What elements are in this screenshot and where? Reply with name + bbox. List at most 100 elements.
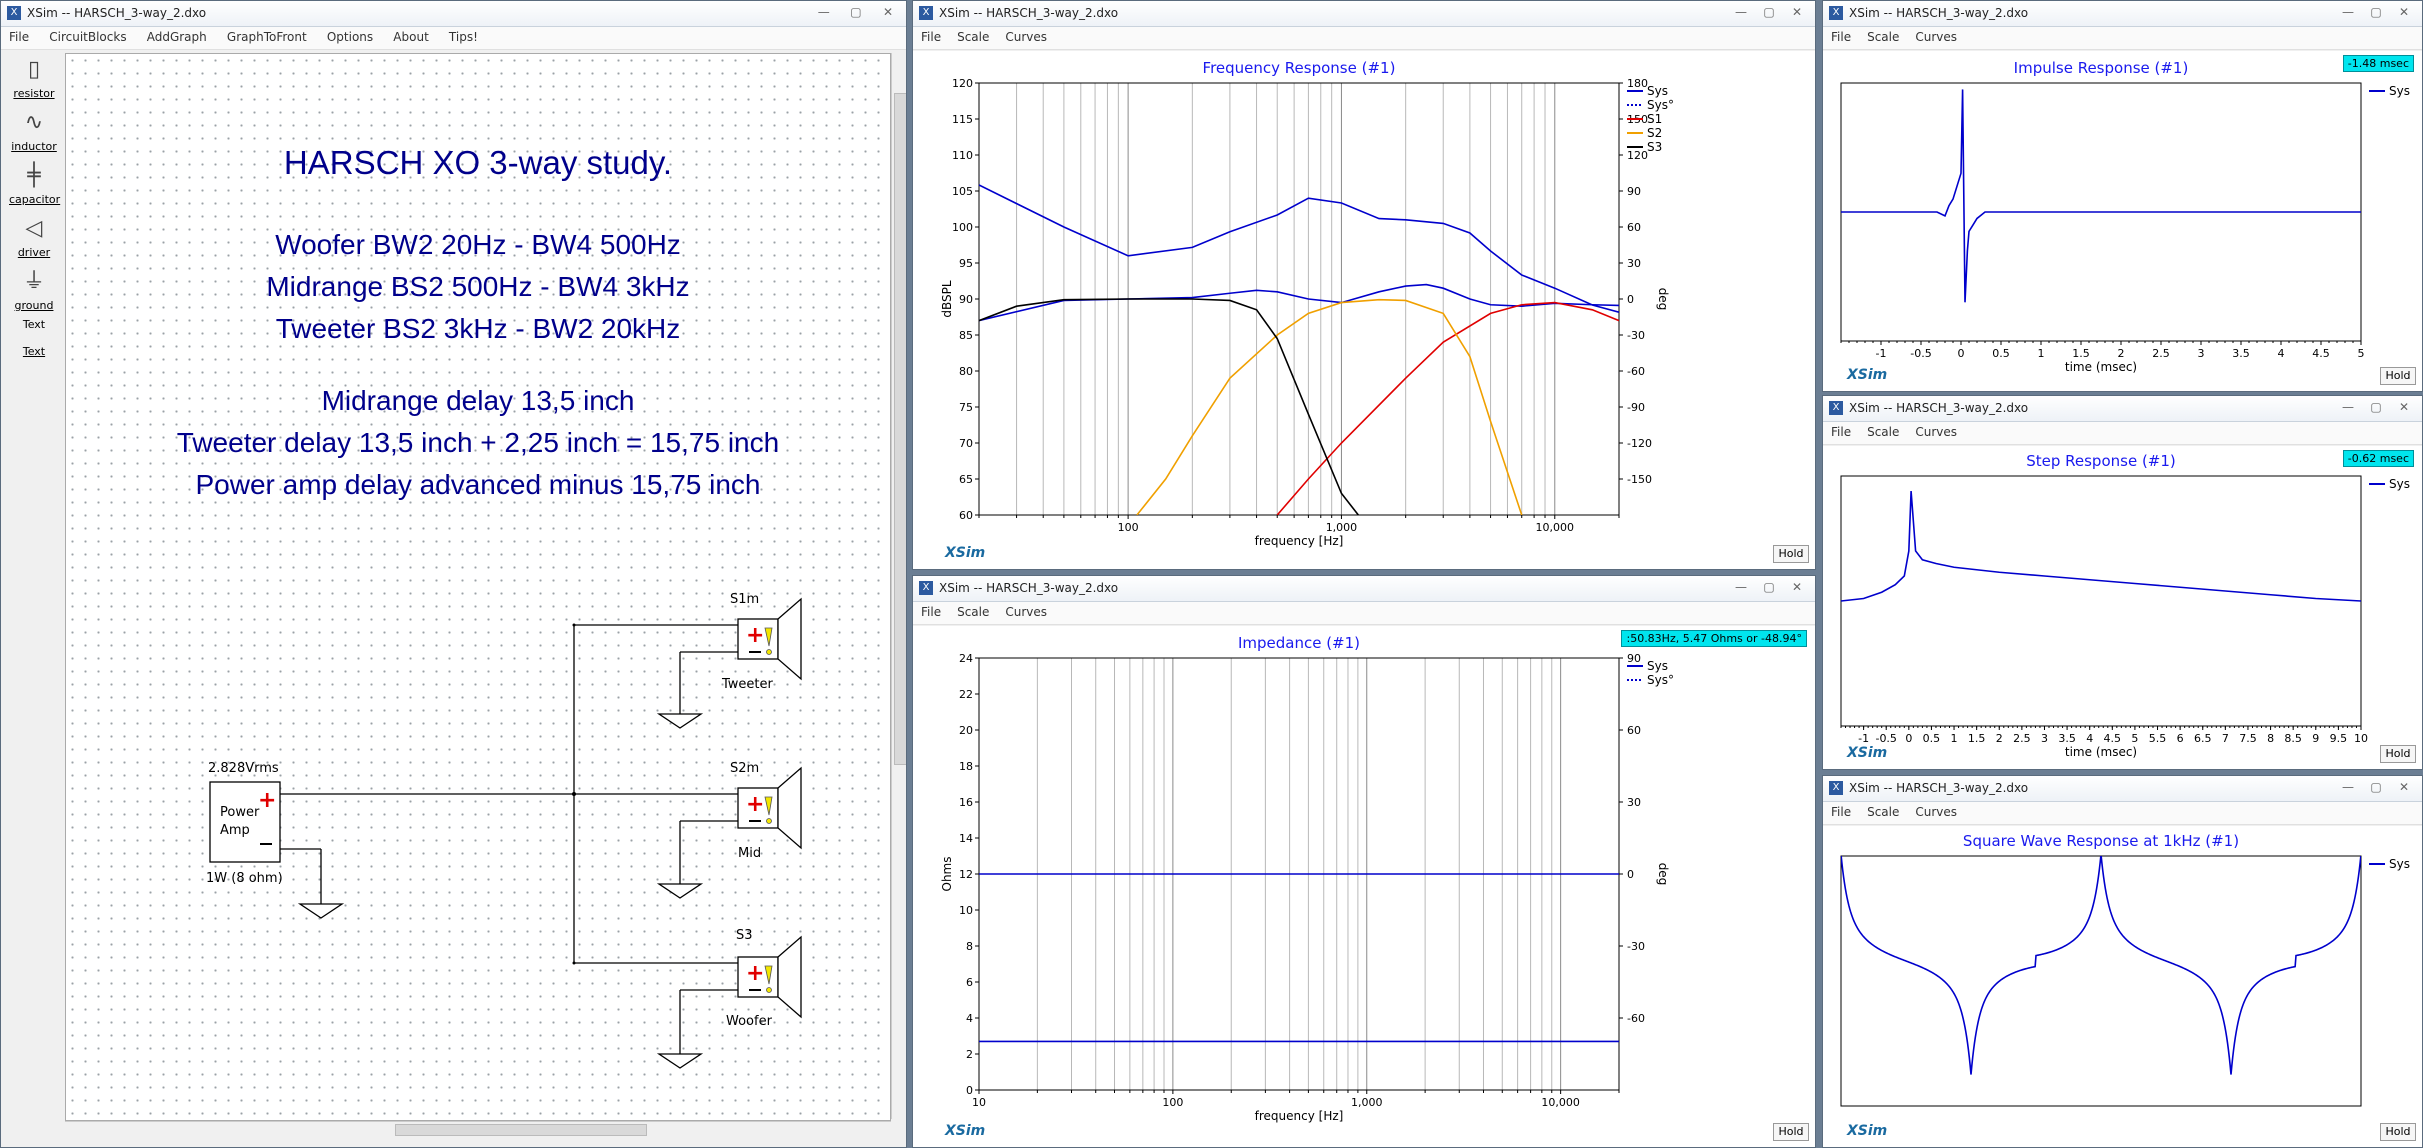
- palette-inductor[interactable]: ∿ inductor: [9, 106, 59, 153]
- palette-resistor[interactable]: ▯ resistor: [9, 53, 59, 100]
- impedance-titlebar[interactable]: X XSim -- HARSCH_3-way_2.dxo — ▢ ✕: [913, 576, 1815, 602]
- freq-hold-button[interactable]: Hold: [1773, 545, 1809, 563]
- impedance-ytick-label: 8: [966, 940, 973, 953]
- freq-y2tick-label: 0: [1627, 293, 1634, 306]
- palette-capacitor[interactable]: ╪ capacitor: [9, 159, 60, 206]
- freq-title: XSim -- HARSCH_3-way_2.dxo: [939, 6, 1119, 20]
- impedance-readout: :50.83Hz, 5.47 Ohms or -48.94°: [1621, 630, 1807, 647]
- step-xtick-label: 6: [2177, 732, 2184, 745]
- impedance-hold-button[interactable]: Hold: [1773, 1123, 1809, 1141]
- freq-graph[interactable]: Frequency Response (#1) 60 65 70 75 80 85 90 95 1…: [913, 51, 1815, 569]
- menu-scale[interactable]: Scale: [957, 30, 990, 44]
- menu-scale[interactable]: Scale: [1867, 425, 1900, 439]
- impedance-ytick-label: 24: [959, 652, 973, 665]
- svg-text:+: +: [746, 623, 764, 648]
- maximize-button[interactable]: ▢: [1763, 5, 1775, 19]
- amp-voltage-label: 2.828Vrms: [208, 761, 279, 776]
- menu-about[interactable]: About: [393, 30, 429, 44]
- step-xtick-label: 6.5: [2194, 732, 2212, 745]
- menu-curves[interactable]: Curves: [1915, 30, 1958, 44]
- maximize-button[interactable]: ▢: [2370, 400, 2382, 414]
- menu-file[interactable]: File: [1831, 805, 1852, 819]
- menu-file[interactable]: File: [1831, 30, 1852, 44]
- impulse-graph[interactable]: Impulse Response (#1) -1 -0.5 0 0.5 1 1.5 2 2.5 3…: [1823, 51, 2422, 391]
- menu-curves[interactable]: Curves: [1005, 30, 1048, 44]
- close-button[interactable]: ✕: [2398, 400, 2410, 414]
- menu-file[interactable]: File: [921, 30, 942, 44]
- close-button[interactable]: ✕: [1791, 580, 1803, 594]
- impulse-brand: XSim: [1846, 367, 1887, 383]
- schematic: + + + +: [206, 592, 802, 1069]
- power-amp-delay-text: Power amp delay advanced minus 15,75 inc…: [195, 469, 761, 500]
- menu-addgraph[interactable]: AddGraph: [146, 30, 207, 44]
- menu-graphtofront[interactable]: GraphToFront: [226, 30, 307, 44]
- menu-tips[interactable]: Tips!: [448, 30, 478, 44]
- minimize-button[interactable]: —: [1735, 5, 1747, 19]
- minimize-button[interactable]: —: [2342, 780, 2354, 794]
- freq-ytick-label: 70: [959, 437, 973, 450]
- impedance-ylabel-right: deg: [1656, 863, 1670, 886]
- freq-y2tick-label: -150: [1627, 473, 1652, 486]
- step-hold-button[interactable]: Hold: [2380, 745, 2416, 763]
- canvas-vertical-scrollbar[interactable]: [891, 53, 906, 1119]
- square-window: X XSim -- HARSCH_3-way_2.dxo — ▢ ✕ File Scale C…: [1822, 775, 2423, 1148]
- menu-file[interactable]: File: [9, 30, 30, 44]
- impedance-y2tick-label: 60: [1627, 724, 1641, 737]
- square-titlebar[interactable]: X XSim -- HARSCH_3-way_2.dxo — ▢ ✕: [1823, 776, 2422, 802]
- menu-curves[interactable]: Curves: [1915, 425, 1958, 439]
- horizontal-scroll-thumb[interactable]: [395, 1124, 647, 1136]
- step-xtick-label: 2.5: [2013, 732, 2031, 745]
- freq-xtick-label: 10,000: [1536, 521, 1575, 534]
- menu-scale[interactable]: Scale: [1867, 30, 1900, 44]
- freq-titlebar[interactable]: X XSim -- HARSCH_3-way_2.dxo — ▢ ✕: [913, 1, 1815, 27]
- menu-curves[interactable]: Curves: [1915, 805, 1958, 819]
- impulse-titlebar[interactable]: X XSim -- HARSCH_3-way_2.dxo — ▢ ✕: [1823, 1, 2422, 27]
- palette-driver[interactable]: ◁ driver: [9, 212, 59, 259]
- menu-curves[interactable]: Curves: [1005, 605, 1048, 619]
- impedance-ytick-label: 14: [959, 832, 973, 845]
- freq-chart-title: Frequency Response (#1): [1203, 59, 1396, 77]
- menu-file[interactable]: File: [1831, 425, 1852, 439]
- schematic-canvas[interactable]: HARSCH XO 3-way study. Woofer BW2 20Hz -…: [65, 53, 891, 1121]
- amp-power-label: 1W (8 ohm): [206, 871, 283, 886]
- menu-options[interactable]: Options: [326, 30, 374, 44]
- maximize-button[interactable]: ▢: [1763, 580, 1775, 594]
- impulse-hold-button[interactable]: Hold: [2380, 367, 2416, 385]
- canvas-horizontal-scrollbar[interactable]: [65, 1121, 891, 1137]
- impedance-y2tick-label: -30: [1627, 940, 1645, 953]
- freq-y2tick-label: 30: [1627, 257, 1641, 270]
- step-xtick-label: 5.5: [2149, 732, 2167, 745]
- palette-ground[interactable]: ⏚ ground: [9, 265, 59, 312]
- vertical-scroll-thumb[interactable]: [894, 93, 906, 765]
- close-button[interactable]: ✕: [882, 5, 894, 19]
- close-button[interactable]: ✕: [2398, 5, 2410, 19]
- square-graph[interactable]: Square Wave Response at 1kHz (#1) Sys XSim: [1823, 826, 2422, 1147]
- freq-ytick-label: 110: [952, 149, 973, 162]
- menu-scale[interactable]: Scale: [1867, 805, 1900, 819]
- impedance-ytick-label: 18: [959, 760, 973, 773]
- minimize-button[interactable]: —: [2342, 5, 2354, 19]
- minimize-button[interactable]: —: [817, 5, 830, 19]
- step-titlebar[interactable]: X XSim -- HARSCH_3-way_2.dxo — ▢ ✕: [1823, 396, 2422, 422]
- impedance-xtick-label: 10: [972, 1096, 986, 1109]
- close-button[interactable]: ✕: [2398, 780, 2410, 794]
- maximize-button[interactable]: ▢: [2370, 5, 2382, 19]
- minimize-button[interactable]: —: [1735, 580, 1747, 594]
- step-xtick-label: 7: [2222, 732, 2229, 745]
- maximize-button[interactable]: ▢: [2370, 780, 2382, 794]
- menu-scale[interactable]: Scale: [957, 605, 990, 619]
- step-xtick-label: 8: [2267, 732, 2274, 745]
- main-titlebar[interactable]: X XSim -- HARSCH_3-way_2.dxo — ▢ ✕: [1, 1, 906, 27]
- menu-circuitblocks[interactable]: CircuitBlocks: [49, 30, 127, 44]
- square-hold-button[interactable]: Hold: [2380, 1123, 2416, 1141]
- driver-name-tweeter: Tweeter: [721, 677, 774, 692]
- close-button[interactable]: ✕: [1791, 5, 1803, 19]
- palette-text-2[interactable]: Text: [22, 345, 46, 358]
- step-graph[interactable]: Step Response (#1) -1 -0.5 0 0.5 1 1.5 2 2.5 3 3.5…: [1823, 446, 2422, 769]
- tweeter-delay-text: Tweeter delay 13,5 inch + 2,25 inch = 15…: [176, 427, 780, 458]
- maximize-button[interactable]: ▢: [850, 5, 862, 19]
- minimize-button[interactable]: —: [2342, 400, 2354, 414]
- palette-text-1[interactable]: Text: [22, 318, 46, 331]
- impedance-graph[interactable]: Impedance (#1)024681012141618202224-60-3…: [913, 626, 1815, 1147]
- menu-file[interactable]: File: [921, 605, 942, 619]
